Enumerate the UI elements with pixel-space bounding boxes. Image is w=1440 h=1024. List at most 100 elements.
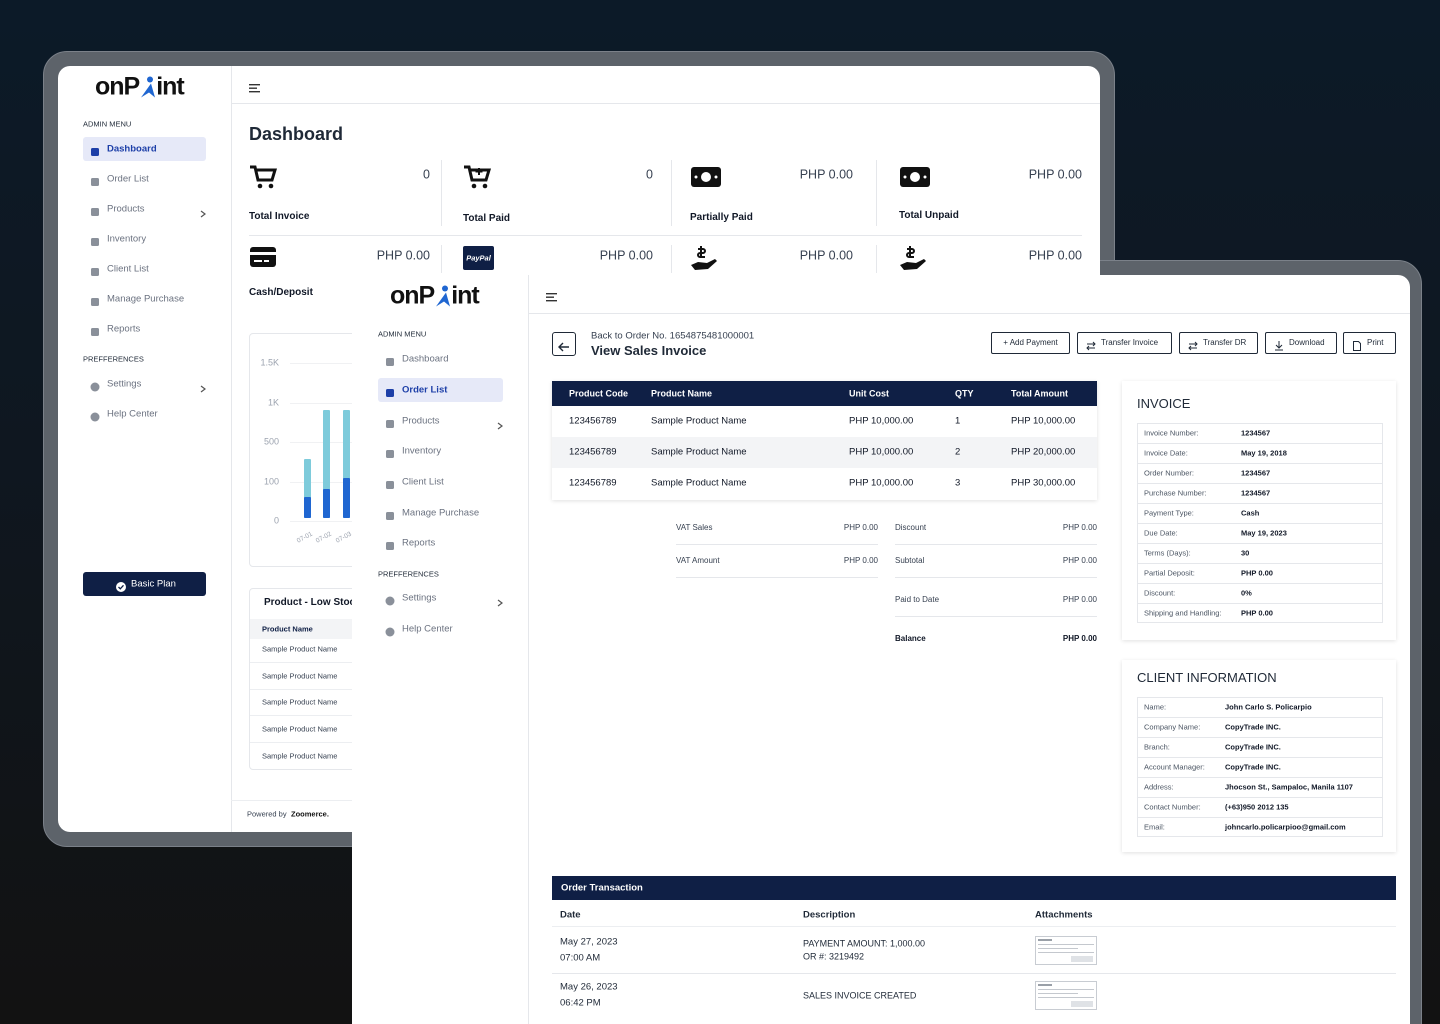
table-cell: 3 <box>955 477 961 489</box>
action-button[interactable] <box>1179 332 1258 354</box>
menu-icon <box>385 446 395 458</box>
menu-item[interactable]: Order List <box>402 384 448 396</box>
menu-icon <box>385 508 395 520</box>
button-icon <box>1086 338 1096 351</box>
chevron <box>200 380 206 393</box>
button-label[interactable]: Download <box>1289 338 1325 348</box>
divider <box>552 926 1396 927</box>
menu-item[interactable]: Client List <box>402 476 444 488</box>
icon-shape <box>250 252 276 255</box>
icon-shape <box>386 358 394 366</box>
icon-shape <box>546 296 554 298</box>
stat-value: 0 <box>646 167 653 182</box>
chevron <box>200 205 206 218</box>
plan-button[interactable] <box>83 572 206 596</box>
info-label: Name: <box>1144 702 1167 712</box>
description: PAYMENT AMOUNT: 1,000.00 <box>803 938 926 949</box>
icon-shape <box>118 584 124 590</box>
info-value: (+63)950 2012 135 <box>1225 802 1289 812</box>
menu-item[interactable]: Help Center <box>107 408 158 420</box>
icon-shape <box>90 412 100 422</box>
plan-label[interactable]: Basic Plan <box>131 578 176 590</box>
menu-item[interactable]: Reports <box>107 323 141 335</box>
menu-item[interactable]: Dashboard <box>107 143 157 155</box>
menu-item[interactable]: Inventory <box>107 233 147 245</box>
table-cell: PHP 10,000.00 <box>849 477 914 489</box>
summary-label: Discount <box>895 523 927 533</box>
logo: onP int <box>95 72 185 102</box>
icon-shape <box>91 298 99 306</box>
menu-item[interactable]: Reports <box>402 537 436 549</box>
menu-item[interactable]: Dashboard <box>402 353 449 365</box>
button-label[interactable]: + Add Payment <box>1003 338 1058 348</box>
button-label[interactable]: Transfer DR <box>1203 338 1247 348</box>
menu-icon <box>385 624 395 637</box>
icon-shape <box>442 285 449 291</box>
info-label: Discount: <box>1144 588 1176 598</box>
icon-shape <box>91 208 99 216</box>
section-title: Order Transaction <box>561 882 643 894</box>
date: May 27, 2023 <box>560 936 618 948</box>
back-button[interactable] <box>552 332 576 356</box>
icon-shape <box>249 84 260 93</box>
menu-icon <box>90 144 100 156</box>
menu-item[interactable]: Manage Purchase <box>402 507 480 519</box>
logo-mark <box>436 285 451 306</box>
info-value: 1234567 <box>1241 488 1271 498</box>
icon-shape <box>558 342 569 352</box>
menu-item[interactable]: Inventory <box>402 445 442 457</box>
stat-icon <box>463 164 495 192</box>
menu-heading: PREFFERENCES <box>378 569 439 579</box>
back-link[interactable]: Back to Order No. 1654875481000001 <box>591 330 755 342</box>
menu-item[interactable]: Settings <box>402 592 437 604</box>
icon-shape <box>497 422 503 430</box>
menu-item[interactable]: Help Center <box>402 623 453 635</box>
button-icon <box>1352 338 1362 351</box>
icon-shape <box>200 385 206 393</box>
stat-value: PHP 0.00 <box>1028 248 1082 263</box>
menu-icon <box>90 324 100 336</box>
row-divider <box>1137 717 1383 718</box>
menu-active-bg <box>378 378 503 402</box>
paypal-badge <box>463 246 494 270</box>
icon-shape <box>691 246 717 270</box>
divider <box>528 275 529 1024</box>
action-button[interactable] <box>1343 332 1396 354</box>
button-label[interactable]: Transfer Invoice <box>1101 338 1159 348</box>
divider <box>231 66 232 832</box>
action-button[interactable] <box>1077 332 1172 354</box>
menu-item[interactable]: Settings <box>107 378 142 390</box>
table-header-bg <box>552 381 1097 406</box>
stat-label: Total Paid <box>463 213 511 224</box>
table-cell: Sample Product Name <box>262 751 338 761</box>
logo-text: onP <box>95 72 140 101</box>
info-label: Account Manager: <box>1144 762 1205 772</box>
divider <box>249 235 1082 236</box>
action-button[interactable] <box>1265 332 1337 354</box>
logo: onP int <box>390 282 480 311</box>
menu-heading: ADMIN MENU <box>378 329 427 339</box>
icon-shape <box>1275 341 1283 351</box>
icon-shape <box>475 168 483 175</box>
summary-value: PHP 0.00 <box>843 556 878 566</box>
stat-icon <box>899 164 931 192</box>
row-divider <box>1137 757 1383 758</box>
menu-item[interactable]: Manage Purchase <box>107 293 185 305</box>
menu-item[interactable]: Order List <box>107 173 149 185</box>
summary-label: VAT Sales <box>676 523 713 533</box>
menu-item[interactable]: Products <box>107 203 145 215</box>
icon-shape <box>1188 341 1198 351</box>
time: 06:42 PM <box>560 997 601 1009</box>
stat-icon <box>899 245 929 272</box>
icon-shape <box>906 246 915 258</box>
menu-item[interactable]: Client List <box>107 263 149 275</box>
icon-shape <box>900 167 930 187</box>
menu-item[interactable]: Products <box>402 415 440 427</box>
row-divider <box>1137 483 1383 484</box>
summary-label: VAT Amount <box>676 556 720 566</box>
button-label[interactable]: Print <box>1367 338 1384 348</box>
stat-value: PHP 0.00 <box>376 248 430 263</box>
table-cell: 123456789 <box>569 415 617 427</box>
action-button[interactable] <box>991 332 1070 354</box>
